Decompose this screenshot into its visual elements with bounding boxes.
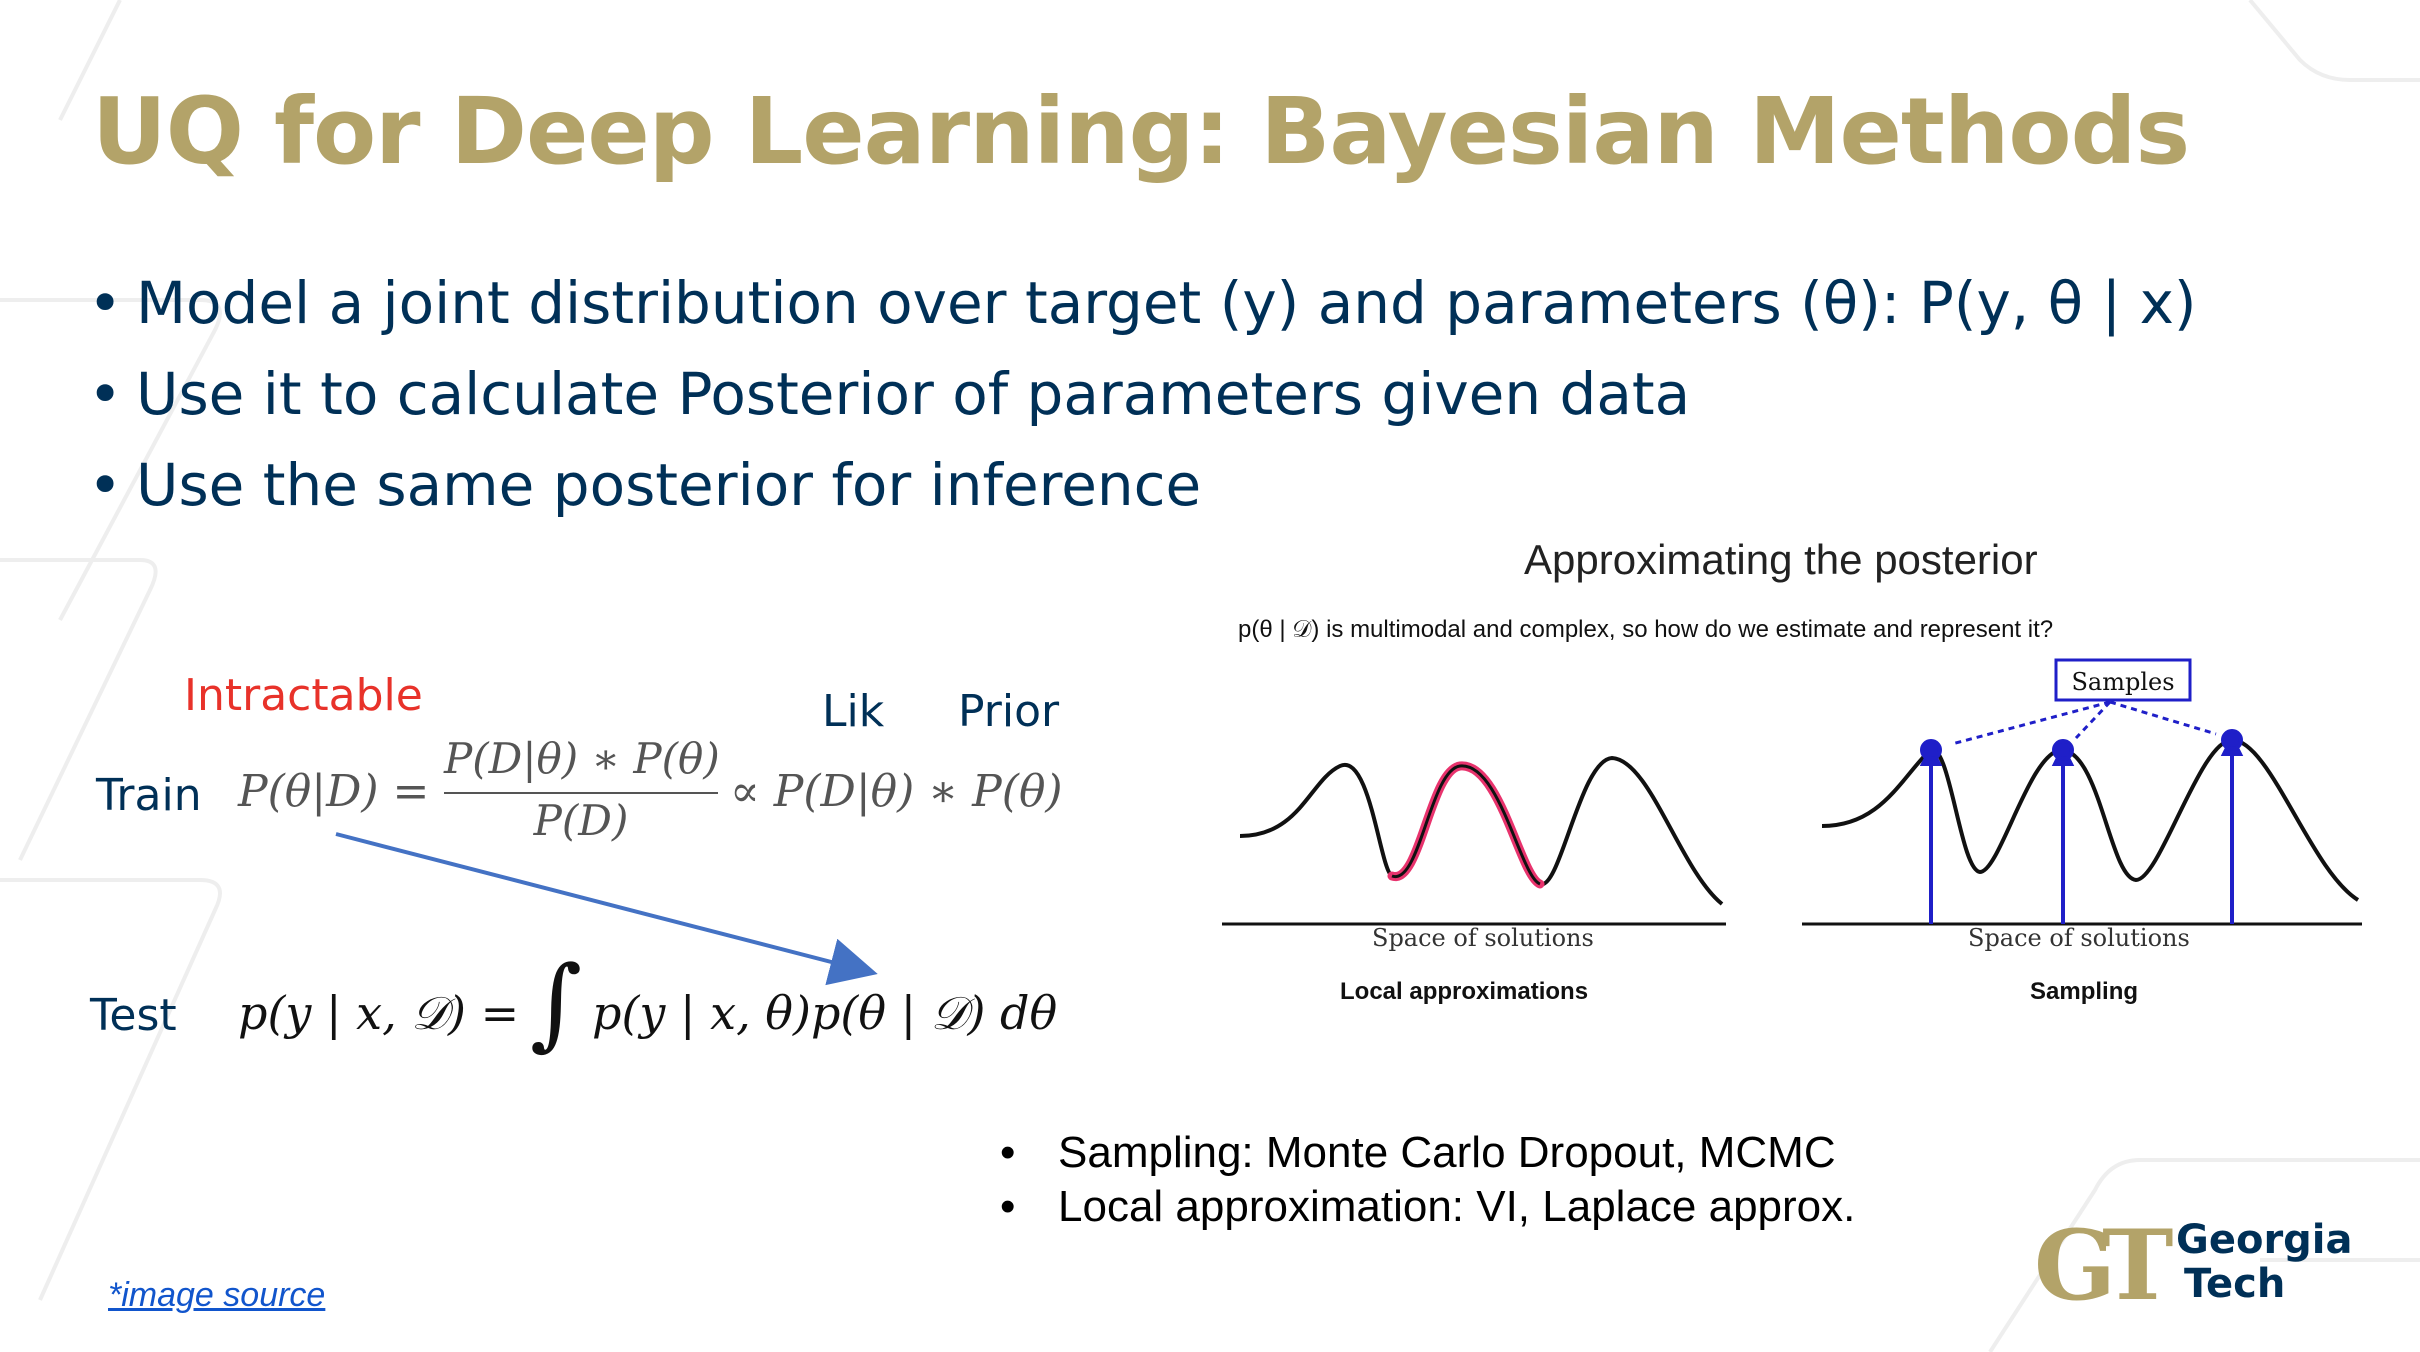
train-equation-rhs: ∝ P(D|θ) ∗ P(θ) — [730, 766, 1063, 817]
bullet-item: Local approximation: VI, Laplace approx. — [1000, 1180, 1855, 1234]
train-equation-denominator: P(D) — [533, 796, 629, 845]
train-label: Train — [96, 770, 202, 821]
local-approximation-plot — [1222, 755, 1726, 926]
test-equation-lhs: p(y | x, 𝒟) = — [238, 986, 520, 1040]
right-caption: Sampling — [2030, 978, 2139, 1005]
slide-title: UQ for Deep Learning: Bayesian Methods — [92, 78, 2190, 185]
bullet-item: Use the same posterior for inference — [88, 440, 2197, 531]
bullet-item: Use it to calculate Posterior of paramet… — [88, 349, 2197, 440]
image-source-link[interactable]: *image source — [108, 1276, 326, 1314]
samples-box — [2054, 658, 2192, 702]
train-equation-lhs: P(θ|D) = — [238, 766, 430, 817]
intractable-label: Intractable — [184, 670, 423, 721]
lik-label: Lik — [822, 686, 885, 737]
sample-point — [2052, 739, 2074, 761]
figure-question: p(θ | 𝒟) is multimodal and complex, so h… — [1238, 616, 2054, 643]
main-bullet-list: Model a joint distribution over target (… — [88, 258, 2197, 531]
sample-point — [2221, 729, 2243, 751]
sample-point — [1920, 739, 1942, 761]
gt-monogram: GT — [2034, 1209, 2173, 1322]
logo-text-georgia: Georgia — [2176, 1217, 2353, 1263]
right-density-curve — [1821, 737, 2360, 902]
local-approx-highlight — [1387, 761, 1545, 889]
train-equation-numerator: P(D|θ) ∗ P(θ) — [444, 734, 720, 783]
bullet-item: Sampling: Monte Carlo Dropout, MCMC — [1000, 1126, 1855, 1180]
logo-text-tech: Tech — [2184, 1261, 2286, 1307]
bullet-item: Model a joint distribution over target (… — [88, 258, 2197, 349]
test-label: Test — [90, 990, 177, 1041]
fraction-bar — [444, 792, 718, 794]
prior-label: Prior — [958, 686, 1060, 737]
right-axis-label: Space of solutions — [1968, 924, 2190, 952]
left-caption: Local approximations — [1340, 978, 1589, 1005]
samples-label: Samples — [2071, 668, 2175, 696]
left-axis-label: Space of solutions — [1372, 924, 1594, 952]
sampling-plot — [1802, 658, 2362, 926]
integral-sign: ∫ — [530, 944, 583, 1061]
georgia-tech-logo: GT Georgia Tech — [2034, 1218, 2354, 1318]
method-bullet-list: Sampling: Monte Carlo Dropout, MCMC Loca… — [1000, 1126, 1855, 1234]
test-equation-rhs: p(y | x, θ)p(θ | 𝒟) dθ — [592, 986, 1058, 1040]
figure-title: Approximating the posterior — [1524, 536, 2038, 583]
